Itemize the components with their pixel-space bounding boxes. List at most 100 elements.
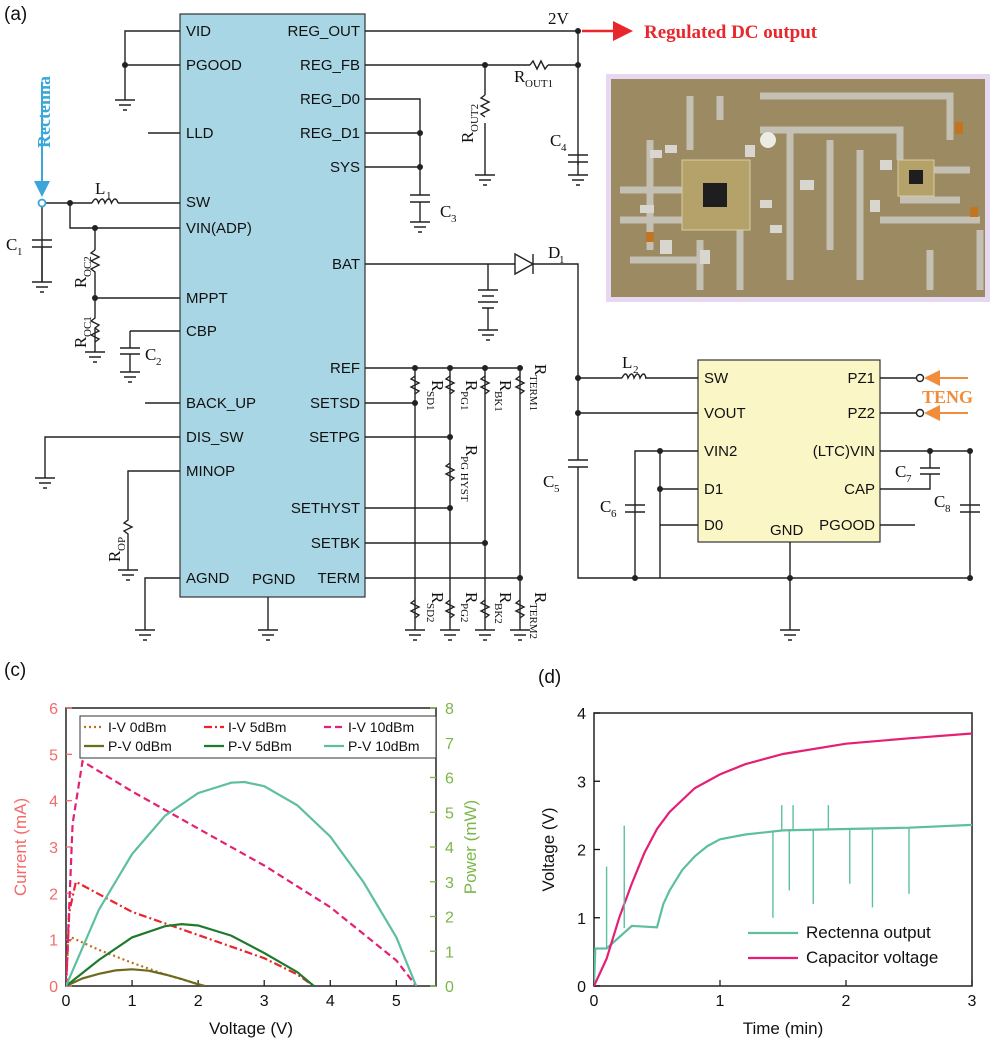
y-tick-label: 2 xyxy=(49,886,58,903)
label-rsd2-main: R xyxy=(428,592,447,604)
x-tick-label: 0 xyxy=(62,993,71,1010)
y2-tick-label: 6 xyxy=(445,771,454,788)
label-c6-main: C xyxy=(600,497,611,516)
legend-label: Rectenna output xyxy=(806,923,931,942)
x-tick-label: 3 xyxy=(260,993,269,1010)
voltage-time-chart: 0 1 2 3 0 1 2 3 4 Time (min) Voltage (V) Rectenna o… xyxy=(539,706,977,1038)
chip1-pin-reg-d1: REG_D1 xyxy=(300,125,360,142)
x-tick-label: 5 xyxy=(392,993,401,1010)
y-tick-label: 0 xyxy=(577,979,586,996)
label-c3-main: C xyxy=(440,202,451,221)
chip1-pin-reg-d0: REG_D0 xyxy=(300,91,360,108)
chip2-gnd-pin: GND xyxy=(770,522,804,539)
label-c5-main: C xyxy=(543,472,554,491)
label-rout2-sub: OUT2 xyxy=(469,104,481,132)
chip2-pin-pz2: PZ2 xyxy=(847,405,875,422)
label-rop-sub: OP xyxy=(116,537,128,551)
y-tick-label: 2 xyxy=(577,843,586,860)
chip2-pin-d1: D1 xyxy=(704,481,723,498)
label-roc2-sub: OC2 xyxy=(82,256,94,277)
y2-tick-label: 5 xyxy=(445,805,454,822)
label-rsd1-sub: SD1 xyxy=(424,391,436,411)
label-rpghyst-main: R xyxy=(462,445,481,457)
y2-tick-label: 3 xyxy=(445,875,454,892)
label-c4-main: C xyxy=(550,131,561,150)
chip1-pin-setsd: SETSD xyxy=(310,395,360,412)
chip1-pin-sethyst: SETHYST xyxy=(291,500,360,517)
legend: I-V 0dBm I-V 5dBm I-V 10dBm P-V 0dBm P-V 5dB… xyxy=(79,715,437,759)
label-roc2-main: R xyxy=(71,276,90,288)
label-rterm2-main: R xyxy=(531,592,550,604)
y2-tick-label: 1 xyxy=(445,944,454,961)
chip1-pin-setbk: SETBK xyxy=(311,535,360,552)
x-tick-label: 2 xyxy=(194,993,203,1010)
label-c7-main: C xyxy=(895,462,906,481)
x-tick-label: 2 xyxy=(842,993,851,1010)
x-tick-label: 3 xyxy=(968,993,977,1010)
label-rout1-sub: OUT1 xyxy=(525,78,553,90)
label-l2-main: L xyxy=(622,353,632,372)
label-l2-sub: 2 xyxy=(633,364,639,376)
series-line-i-v-5dbm xyxy=(66,880,315,986)
chip1-pin-pgood: PGOOD xyxy=(186,57,242,74)
label-roc1-sub: OC1 xyxy=(82,316,94,337)
chip1-pin-sw: SW xyxy=(186,194,211,211)
chip1-pin-lld: LLD xyxy=(186,125,214,142)
rectenna-label: Rectenna xyxy=(34,76,54,148)
y-axis-label: Current (mA) xyxy=(11,798,30,896)
label-rbk1-main: R xyxy=(496,380,515,392)
panel-d-label: (d) xyxy=(538,667,561,688)
chip2-pin-pz1: PZ1 xyxy=(847,370,875,387)
iv-pv-chart: 0 1 2 3 4 5 0 1 2 3 4 5 6 0 1 2 3 4 5 6 7 8 Voltage (V) Current… xyxy=(11,701,480,1038)
label-c4-sub: 4 xyxy=(561,142,567,154)
resistor xyxy=(444,599,456,619)
y-tick-label: 3 xyxy=(577,774,586,791)
chip1-right-pins: REG_OUT REG_FB REG_D0 REG_D1 SYS BAT REF SETSD S… xyxy=(287,23,360,587)
y-axis-label: Voltage (V) xyxy=(539,807,558,891)
chip2-left-pins: SW VOUT VIN2 D1 D0 xyxy=(704,370,746,534)
label-l1-main: L xyxy=(95,179,105,198)
label-d1-sub: 1 xyxy=(559,254,565,266)
teng-chip xyxy=(697,359,881,543)
label-c8-main: C xyxy=(934,492,945,511)
label-rout1: R OUT1 xyxy=(514,67,553,90)
resistor xyxy=(444,375,456,395)
chip1-pin-dis-sw: DIS_SW xyxy=(186,429,244,446)
y2-tick-label: 4 xyxy=(445,840,454,857)
resistor xyxy=(444,462,456,482)
series-line-capacitor-voltage xyxy=(594,732,972,986)
label-c5-sub: 5 xyxy=(554,483,560,495)
label-c7-sub: 7 xyxy=(906,473,912,485)
legend-label: I-V 5dBm xyxy=(228,719,286,735)
label-c2-main: C xyxy=(145,345,156,364)
label-c3-sub: 3 xyxy=(451,213,457,225)
chip2-right-pins: PZ1 PZ2 (LTC)VIN CAP PGOOD xyxy=(813,370,875,534)
teng-label: TENG xyxy=(922,387,973,407)
chip1-left-pins: VID PGOOD LLD SW VIN(ADP) MPPT CBP BACK_UP DIS_S… xyxy=(186,23,256,587)
label-rsd2-sub: SD2 xyxy=(424,603,436,623)
y-tick-label: 1 xyxy=(577,911,586,928)
legend: Rectenna output Capacitor voltage xyxy=(748,923,938,967)
chip1-pin-mppt: MPPT xyxy=(186,290,228,307)
y-tick-label: 5 xyxy=(49,747,58,764)
x-tick-label: 4 xyxy=(326,993,335,1010)
y2-axis-label: Power (mW) xyxy=(461,800,480,894)
chip2-pin-vout: VOUT xyxy=(704,405,746,422)
y-tick-label: 1 xyxy=(49,933,58,950)
